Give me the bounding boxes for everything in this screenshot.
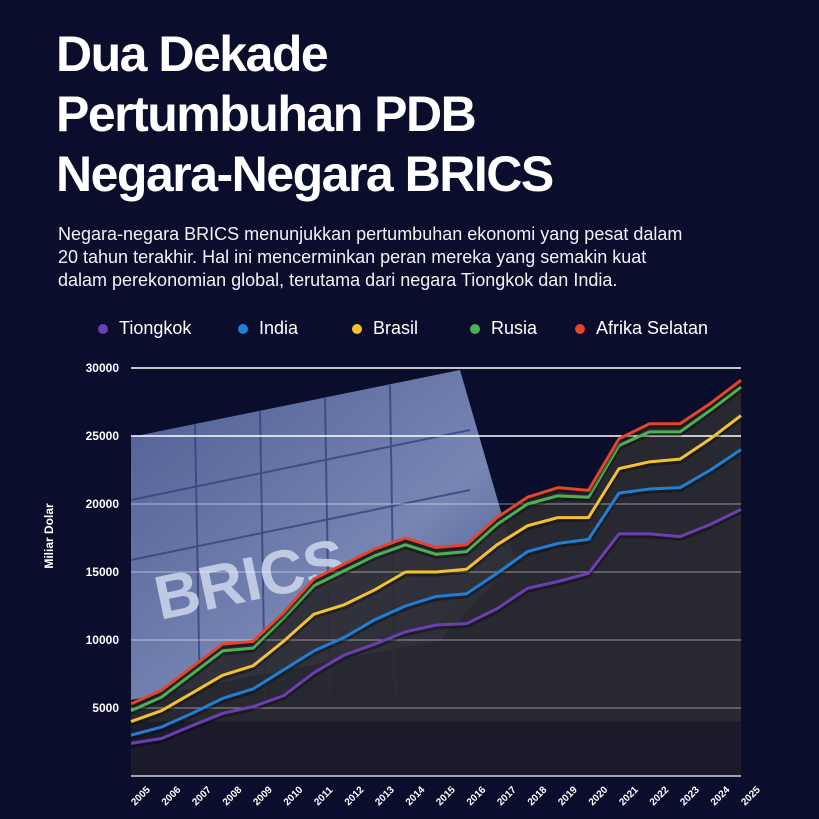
title-line: Pertumbuhan PDB <box>56 86 477 142</box>
title-line: Negara-Negara BRICS <box>56 146 554 202</box>
series-line-shadow <box>129 387 743 716</box>
x-tick-label: 2022 <box>648 784 672 808</box>
x-tick-label: 2006 <box>160 784 184 808</box>
y-tick-label: 25000 <box>86 429 120 443</box>
y-tick-label: 20000 <box>86 497 120 511</box>
legend-item-tiongkok: Tiongkok <box>98 318 191 339</box>
legend-dot-icon <box>238 323 248 334</box>
legend-dot-icon <box>575 323 585 334</box>
y-tick-label: 10000 <box>86 633 120 647</box>
x-tick-label: 2015 <box>434 784 458 808</box>
legend-item-rusia: Rusia <box>470 318 537 339</box>
legend-dot-icon <box>98 323 108 334</box>
x-tick-label: 2008 <box>221 784 245 808</box>
legend-label: Afrika Selatan <box>596 318 709 338</box>
series-line-tiongkok <box>130 508 742 745</box>
title-line: Dua Dekade <box>56 26 329 82</box>
y-tick-label: 15000 <box>86 565 120 579</box>
legend-label: Tiongkok <box>119 318 192 338</box>
x-tick-label: 2013 <box>373 784 397 808</box>
page-title: Dua Dekade Pertumbuhan PDB Negara-Negara… <box>56 24 554 204</box>
x-tick-label: 2011 <box>312 785 335 808</box>
x-tick-label: 2017 <box>495 784 519 808</box>
x-tick-label: 2025 <box>739 784 763 808</box>
stacked-area-fill <box>131 380 741 776</box>
subtitle: Negara-negara BRICS menunjukkan pertumbu… <box>58 223 778 292</box>
x-tick-label: 2009 <box>251 784 275 808</box>
y-axis-label: Miliar Dolar <box>42 503 56 569</box>
series-line-shadow <box>129 380 743 709</box>
x-tick-label: 2020 <box>587 784 611 808</box>
series-line-shadow <box>130 449 743 740</box>
legend-dot-icon <box>352 323 362 334</box>
series-line-shadow <box>130 415 743 726</box>
x-tick-label: 2024 <box>709 784 733 808</box>
legend-label: Rusia <box>491 318 538 338</box>
series-line-brasil <box>130 414 742 724</box>
legend: Tiongkok India Brasil Rusia Afrika Selat… <box>0 318 819 340</box>
legend-dot-icon <box>470 323 480 334</box>
series-line-rusia <box>130 385 742 713</box>
subtitle-line: 20 tahun terakhir. Hal ini mencerminkan … <box>58 247 647 267</box>
x-tick-label: 2019 <box>556 784 580 808</box>
x-tick-label: 2007 <box>190 784 214 808</box>
building-window-frame <box>194 424 201 701</box>
container-shadow <box>131 721 741 776</box>
y-tick-label: 30000 <box>86 361 120 375</box>
legend-label: India <box>259 318 299 338</box>
series-line-afrika-selatan <box>130 379 742 706</box>
x-tick-label: 2021 <box>617 784 641 808</box>
legend-item-afrika-selatan: Afrika Selatan <box>575 318 708 339</box>
subtitle-line: Negara-negara BRICS menunjukkan pertumbu… <box>58 224 683 244</box>
x-tick-label: 2012 <box>343 784 367 808</box>
x-tick-label: 2014 <box>404 784 428 808</box>
x-tick-label: 2016 <box>465 784 489 808</box>
legend-label: Brasil <box>373 318 419 338</box>
subtitle-line: dalam perekonomian global, terutama dari… <box>58 270 618 290</box>
legend-item-india: India <box>238 318 298 339</box>
y-tick-label: 5000 <box>92 701 119 715</box>
x-tick-label: 2018 <box>526 784 550 808</box>
x-tick-label: 2005 <box>129 784 153 808</box>
x-tick-label: 2010 <box>282 784 306 808</box>
series-line-shadow <box>130 509 743 748</box>
building-window-frame <box>130 489 471 561</box>
building-window-frame <box>130 429 471 501</box>
x-tick-label: 2023 <box>678 784 702 808</box>
legend-item-brasil: Brasil <box>352 318 418 339</box>
series-line-india <box>130 448 742 737</box>
